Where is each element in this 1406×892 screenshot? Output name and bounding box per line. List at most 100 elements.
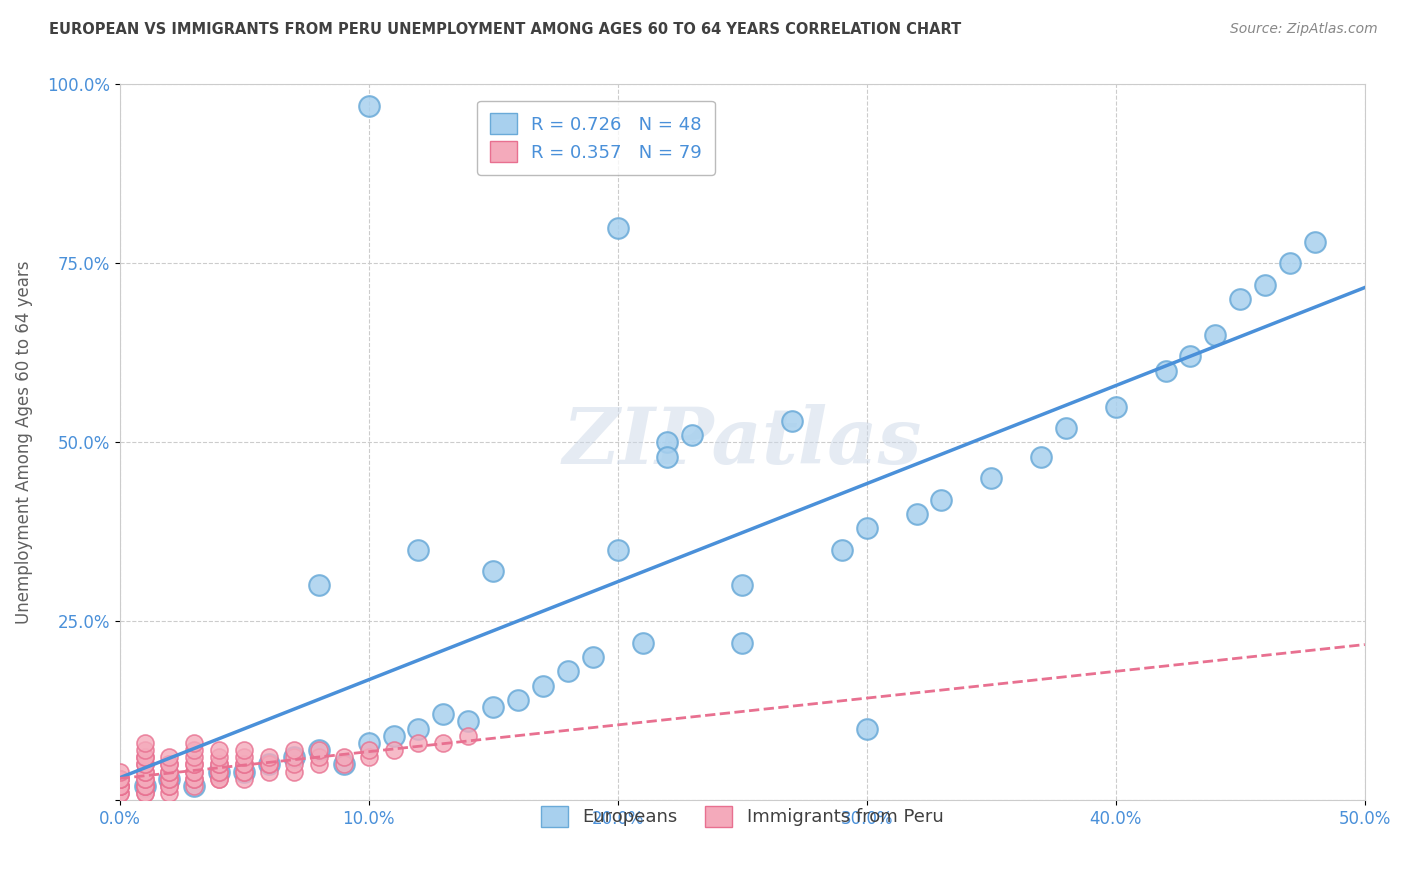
Point: [134, 786, 156, 800]
Point: [134, 779, 156, 793]
Point: [134, 764, 156, 779]
Point: [157, 757, 180, 772]
Point: [134, 779, 156, 793]
Point: [134, 764, 156, 779]
Point: [457, 714, 479, 729]
Point: [233, 764, 256, 779]
Point: [233, 750, 256, 764]
Point: [134, 736, 156, 750]
Point: [108, 772, 131, 786]
Point: [606, 542, 628, 557]
Point: [681, 428, 703, 442]
Point: [108, 786, 131, 800]
Point: [931, 492, 953, 507]
Point: [283, 750, 305, 764]
Point: [332, 757, 354, 772]
Point: [257, 750, 280, 764]
Point: [357, 99, 380, 113]
Text: EUROPEAN VS IMMIGRANTS FROM PERU UNEMPLOYMENT AMONG AGES 60 TO 64 YEARS CORRELAT: EUROPEAN VS IMMIGRANTS FROM PERU UNEMPLO…: [49, 22, 962, 37]
Point: [1254, 277, 1277, 292]
Point: [283, 743, 305, 757]
Point: [208, 757, 231, 772]
Point: [233, 743, 256, 757]
Point: [482, 700, 505, 714]
Point: [183, 757, 205, 772]
Point: [134, 750, 156, 764]
Point: [283, 757, 305, 772]
Point: [731, 578, 754, 592]
Point: [183, 750, 205, 764]
Point: [134, 772, 156, 786]
Point: [108, 779, 131, 793]
Point: [332, 757, 354, 772]
Point: [208, 743, 231, 757]
Point: [631, 636, 654, 650]
Point: [506, 693, 529, 707]
Point: [233, 764, 256, 779]
Point: [183, 772, 205, 786]
Point: [731, 636, 754, 650]
Point: [432, 707, 454, 722]
Point: [108, 772, 131, 786]
Point: [208, 764, 231, 779]
Point: [108, 779, 131, 793]
Text: Source: ZipAtlas.com: Source: ZipAtlas.com: [1230, 22, 1378, 37]
Point: [1279, 256, 1302, 270]
Point: [157, 764, 180, 779]
Point: [208, 757, 231, 772]
Point: [157, 772, 180, 786]
Point: [980, 471, 1002, 485]
Point: [183, 736, 205, 750]
Point: [134, 772, 156, 786]
Point: [134, 779, 156, 793]
Point: [108, 772, 131, 786]
Point: [308, 750, 330, 764]
Point: [134, 786, 156, 800]
Point: [157, 750, 180, 764]
Point: [157, 779, 180, 793]
Point: [357, 743, 380, 757]
Point: [157, 772, 180, 786]
Point: [457, 729, 479, 743]
Point: [357, 736, 380, 750]
Point: [157, 764, 180, 779]
Point: [134, 743, 156, 757]
Point: [208, 764, 231, 779]
Point: [1229, 292, 1251, 306]
Point: [408, 736, 430, 750]
Y-axis label: Unemployment Among Ages 60 to 64 years: Unemployment Among Ages 60 to 64 years: [15, 260, 32, 624]
Point: [855, 521, 877, 535]
Point: [408, 542, 430, 557]
Point: [432, 736, 454, 750]
Point: [855, 722, 877, 736]
Point: [257, 757, 280, 772]
Point: [134, 779, 156, 793]
Point: [208, 750, 231, 764]
Point: [332, 750, 354, 764]
Point: [308, 743, 330, 757]
Point: [308, 743, 330, 757]
Point: [408, 722, 430, 736]
Point: [134, 757, 156, 772]
Point: [233, 757, 256, 772]
Point: [257, 757, 280, 772]
Point: [134, 750, 156, 764]
Point: [208, 772, 231, 786]
Point: [1303, 235, 1326, 249]
Point: [183, 772, 205, 786]
Point: [134, 757, 156, 772]
Point: [157, 772, 180, 786]
Point: [257, 757, 280, 772]
Point: [108, 786, 131, 800]
Point: [382, 729, 405, 743]
Point: [1054, 421, 1077, 435]
Point: [780, 414, 803, 428]
Point: [357, 750, 380, 764]
Point: [1154, 364, 1177, 378]
Point: [283, 750, 305, 764]
Point: [208, 772, 231, 786]
Point: [531, 679, 554, 693]
Point: [1204, 328, 1226, 343]
Point: [157, 757, 180, 772]
Point: [308, 578, 330, 592]
